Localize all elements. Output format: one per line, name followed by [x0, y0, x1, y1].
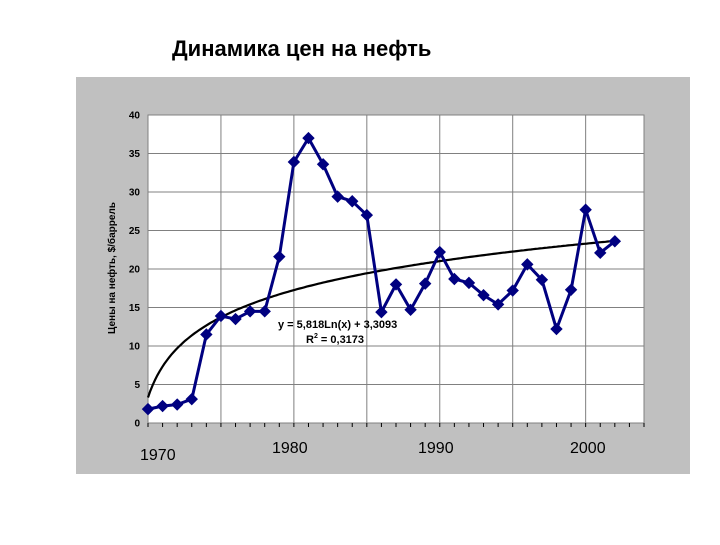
data-point-1996	[521, 258, 534, 271]
y-tick-label-5: 5	[134, 380, 140, 391]
data-point-2001	[594, 246, 607, 260]
series-oil-price	[141, 131, 622, 416]
x-year-label-1980: 1980	[272, 440, 308, 457]
data-point-1981	[302, 131, 315, 145]
y-tick-label-30: 30	[129, 188, 141, 199]
data-point-1978	[258, 305, 271, 318]
data-point-1972	[170, 398, 184, 411]
data-point-1974	[200, 328, 213, 341]
data-point-1971	[156, 399, 169, 413]
x-year-label-1970: 1970	[140, 447, 176, 464]
data-point-1979	[273, 250, 286, 263]
y-axis-label: Цены на нефть, $/баррель	[106, 202, 118, 334]
data-point-1990	[433, 245, 446, 259]
y-axis-ticks: 0 5 10 15 20 25 30 35 40	[129, 111, 141, 430]
trendline-equation: y = 5,818Ln(x) + 3,3093	[278, 319, 397, 331]
data-point-1984	[346, 195, 359, 208]
data-point-1970	[141, 402, 155, 416]
data-point-1992	[462, 276, 476, 290]
data-point-1999	[564, 283, 578, 296]
data-point-1977	[243, 305, 257, 318]
page-title: Динамика цен на нефть	[172, 36, 432, 61]
data-point-1975	[214, 309, 228, 323]
data-point-1986	[375, 305, 388, 319]
data-point-1988	[404, 303, 417, 317]
x-year-label-1990: 1990	[418, 440, 454, 457]
data-point-1982	[316, 158, 330, 171]
y-tick-label-40: 40	[129, 111, 141, 122]
data-point-1976	[229, 312, 242, 326]
data-point-1994	[491, 298, 505, 311]
data-point-1983	[331, 190, 344, 203]
y-tick-label-35: 35	[129, 149, 141, 160]
data-point-1998	[550, 322, 563, 336]
x-year-label-2000: 2000	[570, 440, 606, 457]
data-point-1991	[448, 272, 461, 286]
y-tick-label-15: 15	[129, 303, 141, 314]
data-point-2000	[579, 203, 592, 216]
data-point-1980	[287, 155, 301, 169]
data-point-1987	[389, 278, 403, 291]
y-tick-label-10: 10	[129, 342, 141, 353]
y-tick-label-20: 20	[129, 265, 141, 276]
y-tick-label-25: 25	[129, 226, 141, 237]
data-point-1997	[535, 273, 549, 286]
trendline-r2: R2 = 0,3173	[306, 333, 364, 346]
data-point-1993	[477, 288, 490, 302]
data-point-2002	[608, 235, 622, 248]
data-point-1995	[506, 284, 519, 297]
data-point-1985	[360, 208, 374, 222]
data-point-1989	[418, 277, 432, 290]
y-tick-label-0: 0	[134, 419, 140, 430]
data-point-1973	[185, 392, 198, 406]
